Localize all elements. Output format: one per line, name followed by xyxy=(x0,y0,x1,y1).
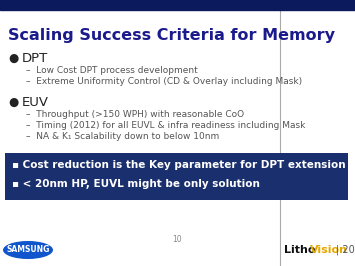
Text: Vision: Vision xyxy=(310,245,348,255)
Text: ●: ● xyxy=(8,52,18,65)
Text: Scaling Success Criteria for Memory: Scaling Success Criteria for Memory xyxy=(8,28,335,43)
Text: –  Extreme Uniformity Control (CD & Overlay including Mask): – Extreme Uniformity Control (CD & Overl… xyxy=(26,77,302,86)
Bar xyxy=(5,153,348,200)
Text: 10: 10 xyxy=(172,235,182,244)
Text: Litho: Litho xyxy=(284,245,316,255)
Text: ●: ● xyxy=(8,96,18,109)
Text: –  Low Cost DPT process development: – Low Cost DPT process development xyxy=(26,66,198,75)
Text: ▪ Cost reduction is the Key parameter for DPT extension: ▪ Cost reduction is the Key parameter fo… xyxy=(12,160,346,170)
Text: | 2010: | 2010 xyxy=(336,245,355,255)
Text: DPT: DPT xyxy=(22,52,48,65)
Bar xyxy=(0,0,355,10)
Text: –  Throughput (>150 WPH) with reasonable CoO: – Throughput (>150 WPH) with reasonable … xyxy=(26,110,244,119)
Text: –  Timing (2012) for all EUVL & infra readiness including Mask: – Timing (2012) for all EUVL & infra rea… xyxy=(26,121,305,130)
Text: EUV: EUV xyxy=(22,96,49,109)
Text: SAMSUNG: SAMSUNG xyxy=(6,246,50,255)
Bar xyxy=(0,10,355,220)
Bar xyxy=(0,215,355,266)
Ellipse shape xyxy=(3,241,53,259)
Text: ▪ < 20nm HP, EUVL might be only solution: ▪ < 20nm HP, EUVL might be only solution xyxy=(12,179,260,189)
Text: –  NA & K₁ Scalability down to below 10nm: – NA & K₁ Scalability down to below 10nm xyxy=(26,132,219,141)
